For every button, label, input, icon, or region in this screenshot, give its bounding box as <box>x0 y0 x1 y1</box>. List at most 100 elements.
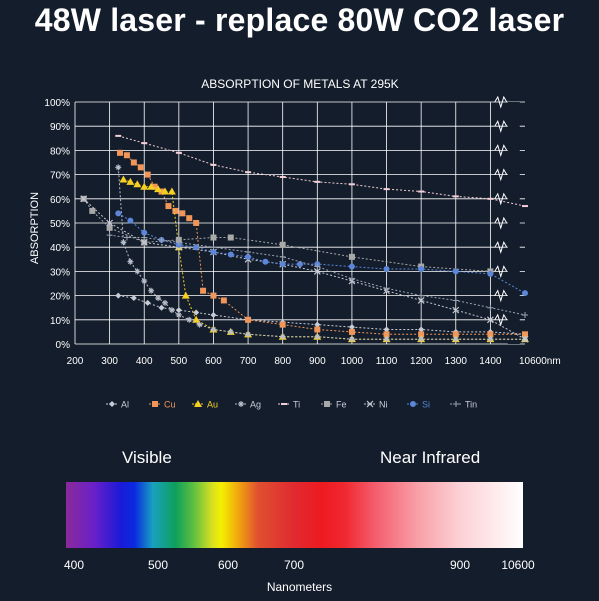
data-point-ni <box>521 335 529 343</box>
data-point-tin <box>245 249 252 256</box>
x-tick-label: 800 <box>274 356 291 367</box>
data-point-ti <box>522 205 528 208</box>
data-point-tin <box>210 244 217 251</box>
data-point-ni <box>417 297 425 304</box>
series-line-tin <box>109 234 526 316</box>
data-point-tin <box>175 239 182 246</box>
data-point-ag <box>245 331 252 338</box>
data-point-cu <box>193 220 200 226</box>
data-point-cu <box>452 331 459 338</box>
legend-marker-cu <box>152 401 158 407</box>
data-point-tin <box>106 232 113 239</box>
data-point-cu <box>487 331 494 338</box>
data-point-tin <box>314 263 321 270</box>
legend-label-fe: Fe <box>336 400 347 410</box>
data-point-ag <box>162 299 168 306</box>
x-tick-label: 700 <box>240 356 257 367</box>
data-point-si <box>245 253 252 260</box>
data-point-ti <box>348 183 355 186</box>
page-headline: 48W laser - replace 80W CO2 laser <box>34 2 565 38</box>
axis-break-mark <box>494 216 508 230</box>
data-point-au <box>161 187 169 195</box>
legend-marker-ag <box>238 401 244 407</box>
x-tick-label: 200 <box>67 356 84 367</box>
legend-marker-tin <box>453 401 459 407</box>
data-point-tin <box>487 304 494 311</box>
data-point-ag <box>348 336 355 343</box>
data-point-ag <box>141 278 148 285</box>
legend-label-au: Au <box>207 400 218 410</box>
data-point-tin <box>522 311 528 318</box>
legend-label-cu: Cu <box>164 400 176 410</box>
data-point-ti <box>210 163 217 166</box>
data-point-al <box>115 292 122 299</box>
spectrum-tick-900: 900 <box>449 558 471 572</box>
data-point-cu <box>151 183 158 190</box>
data-point-si <box>348 263 355 270</box>
series-tin <box>106 232 528 318</box>
data-point-ti <box>418 190 425 193</box>
data-point-fe <box>89 207 96 214</box>
series-cu <box>117 149 528 338</box>
spectrum-tick-500: 500 <box>147 558 169 572</box>
y-tick-label: 60% <box>50 195 70 206</box>
data-point-cu <box>245 316 252 323</box>
data-point-cu <box>137 164 144 171</box>
spectrum-tick-400: 400 <box>63 558 85 572</box>
data-point-fe <box>279 241 286 248</box>
data-point-cu <box>279 321 286 328</box>
data-point-tin <box>158 236 165 243</box>
series-si <box>115 210 528 297</box>
legend-marker-fe <box>324 401 330 407</box>
data-point-si <box>227 251 234 258</box>
series-line-fe <box>83 198 491 272</box>
data-point-fe <box>227 234 234 241</box>
data-point-ti <box>245 171 252 174</box>
data-point-cu <box>117 149 123 156</box>
y-tick-label: 30% <box>50 267 70 278</box>
axis-break-mark <box>494 313 508 327</box>
legend-label-ag: Ag <box>250 400 261 410</box>
y-tick-label: 100% <box>44 98 70 109</box>
data-point-al <box>158 304 165 311</box>
data-point-au <box>192 315 201 323</box>
data-point-al <box>210 311 217 318</box>
data-point-ni <box>313 267 321 275</box>
x-tick-label: 1200 <box>410 356 433 367</box>
data-point-cu <box>165 203 172 210</box>
data-point-ni <box>452 306 460 314</box>
data-point-ti <box>314 180 321 183</box>
data-point-ti <box>487 197 494 200</box>
data-point-tin <box>141 234 148 241</box>
series-line-ni <box>83 198 526 340</box>
data-point-al <box>175 307 182 314</box>
x-tick-label: 1400 <box>479 356 502 367</box>
data-point-si <box>279 261 286 268</box>
data-point-fe <box>210 234 217 241</box>
data-point-ti <box>175 151 182 154</box>
axis-break-mark <box>494 265 508 279</box>
x-tick-label: 1000 <box>341 356 364 367</box>
data-point-ag <box>148 287 155 294</box>
data-point-ag <box>418 336 425 343</box>
legend-label-tin: Tin <box>465 400 477 410</box>
data-point-al <box>418 326 425 333</box>
data-point-tin <box>279 253 286 260</box>
legend-label-si: Si <box>422 400 430 410</box>
data-point-ag <box>120 239 127 246</box>
x-tick-label: 500 <box>171 356 188 367</box>
data-point-tin <box>452 297 459 304</box>
series-ni <box>80 195 529 343</box>
axis-break-mark <box>494 168 508 182</box>
data-point-cu <box>314 326 321 333</box>
data-point-si <box>418 265 425 272</box>
data-point-au <box>167 187 176 195</box>
legend-marker-au <box>194 400 202 407</box>
data-point-si <box>522 290 528 297</box>
data-point-au <box>154 185 163 193</box>
data-point-ag <box>168 307 175 314</box>
y-tick-label: 70% <box>50 171 70 182</box>
legend-marker-ni <box>366 400 374 408</box>
data-point-cu <box>172 207 179 214</box>
data-point-ti <box>452 195 459 198</box>
